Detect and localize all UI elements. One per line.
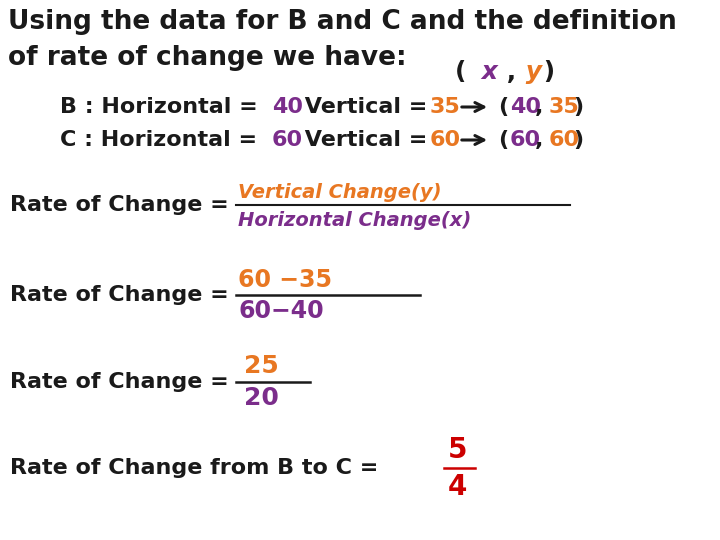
Text: 60 −35: 60 −35 bbox=[238, 268, 332, 292]
Text: Vertical =: Vertical = bbox=[297, 130, 435, 150]
Text: B : Horizontal =: B : Horizontal = bbox=[60, 97, 266, 117]
Text: y: y bbox=[517, 60, 542, 84]
Text: 40: 40 bbox=[510, 97, 541, 117]
Text: 25: 25 bbox=[244, 354, 279, 378]
Text: (: ( bbox=[498, 97, 508, 117]
Text: Rate of Change =: Rate of Change = bbox=[10, 195, 236, 215]
Text: 60: 60 bbox=[272, 130, 303, 150]
Text: 4: 4 bbox=[448, 473, 467, 501]
Text: (: ( bbox=[455, 60, 467, 84]
Text: ,: , bbox=[535, 97, 551, 117]
Text: ,: , bbox=[535, 130, 551, 150]
Text: of rate of change we have:: of rate of change we have: bbox=[8, 45, 407, 71]
Text: ): ) bbox=[573, 130, 583, 150]
Text: 5: 5 bbox=[448, 436, 467, 464]
Text: Rate of Change from B to C =: Rate of Change from B to C = bbox=[10, 458, 386, 478]
Text: 35: 35 bbox=[430, 97, 461, 117]
Text: ,: , bbox=[498, 60, 516, 84]
Text: Rate of Change =: Rate of Change = bbox=[10, 285, 236, 305]
Text: Vertical Change(y): Vertical Change(y) bbox=[238, 183, 441, 201]
Text: 35: 35 bbox=[549, 97, 580, 117]
Text: 60: 60 bbox=[549, 130, 580, 150]
Text: 60−40: 60−40 bbox=[238, 299, 323, 323]
Text: Using the data for B and C and the definition: Using the data for B and C and the defin… bbox=[8, 9, 677, 35]
Text: ): ) bbox=[535, 60, 555, 84]
Text: 60: 60 bbox=[510, 130, 541, 150]
Text: (: ( bbox=[498, 130, 508, 150]
Text: x: x bbox=[473, 60, 498, 84]
Text: Horizontal Change(x): Horizontal Change(x) bbox=[238, 211, 472, 229]
Text: 60: 60 bbox=[430, 130, 461, 150]
Text: C : Horizontal =: C : Horizontal = bbox=[60, 130, 265, 150]
Text: 40: 40 bbox=[272, 97, 303, 117]
Text: Rate of Change =: Rate of Change = bbox=[10, 372, 236, 392]
Text: 20: 20 bbox=[244, 386, 279, 410]
Text: ): ) bbox=[573, 97, 583, 117]
Text: Vertical =: Vertical = bbox=[297, 97, 435, 117]
